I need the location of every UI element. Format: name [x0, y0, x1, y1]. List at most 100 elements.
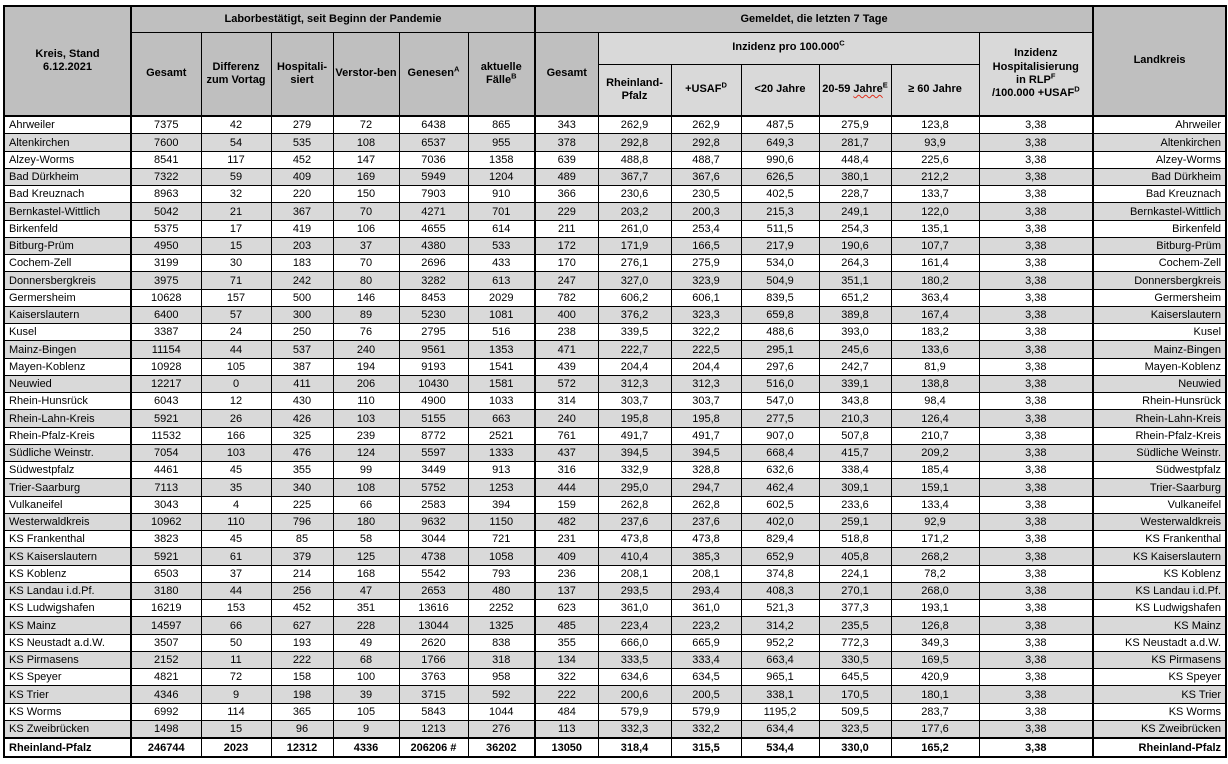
value-cell: 166,5 [670, 236, 742, 256]
value-cell: 3,38 [978, 219, 1095, 238]
kreis-name-cell: Südwestpfalz [3, 461, 132, 480]
landkreis-cell: KS Zweibrücken [1092, 719, 1227, 739]
value-cell: 394,5 [597, 443, 672, 463]
value-cell: 208,1 [670, 564, 742, 583]
value-cell: 7322 [130, 167, 202, 187]
value-cell: 276 [467, 719, 536, 739]
value-cell: 518,8 [818, 530, 892, 549]
column-header-inzidenz-rheinland-pfalz: Rheinland-Pfalz [597, 63, 672, 117]
value-cell: 159,1 [890, 478, 980, 497]
value-cell: 701 [467, 202, 536, 221]
value-cell: 8963 [130, 185, 202, 204]
value-cell: 516 [467, 323, 536, 342]
value-cell: 796 [270, 512, 334, 532]
value-cell: 4271 [398, 202, 469, 221]
value-cell: 572 [534, 374, 599, 394]
value-cell: 66 [200, 616, 272, 635]
value-cell: 134 [534, 650, 599, 670]
value-cell: 92,9 [890, 512, 980, 532]
value-cell: 394,5 [670, 443, 742, 463]
kreis-name-cell: Germersheim [3, 288, 132, 307]
value-cell: 323,5 [818, 719, 892, 739]
value-cell: 3,38 [978, 719, 1095, 739]
value-cell: 315,5 [670, 737, 742, 758]
value-cell: 2152 [130, 650, 202, 670]
group-header-inzidenz-pro-100000: Inzidenz pro 100.000C [597, 31, 980, 65]
value-cell: 283,7 [890, 702, 980, 721]
value-cell: 42 [200, 115, 272, 135]
value-cell: 180,1 [890, 685, 980, 704]
value-cell: 14597 [130, 616, 202, 635]
value-cell: 579,9 [670, 702, 742, 721]
value-cell: 782 [534, 288, 599, 307]
value-cell: 262,9 [670, 115, 742, 135]
footnote-a: A [454, 64, 460, 74]
group-labor-label: Laborbestätigt, seit Beginn der Pandemie [224, 12, 442, 25]
value-cell: 2583 [398, 495, 469, 514]
value-cell: 72 [332, 115, 400, 135]
value-cell: 955 [467, 133, 536, 152]
value-cell: 3,38 [978, 461, 1095, 480]
value-cell: 135,1 [890, 219, 980, 238]
value-cell: 297,6 [740, 357, 820, 376]
value-cell: 170,5 [818, 685, 892, 704]
value-cell: 277,5 [740, 409, 820, 428]
value-cell: 17 [200, 219, 272, 238]
value-cell: 627 [270, 616, 334, 635]
value-cell: 117 [200, 150, 272, 169]
value-cell: 537 [270, 340, 334, 359]
value-cell: 7113 [130, 478, 202, 497]
value-cell: 361,0 [597, 599, 672, 618]
value-cell: 203 [270, 236, 334, 256]
value-cell: 3,38 [978, 564, 1095, 583]
value-cell: 484 [534, 702, 599, 721]
column-header-aktuelle-faelle: aktuelle FälleB [467, 31, 536, 117]
landkreis-cell: Südliche Weinstr. [1092, 443, 1227, 463]
table-row: Südliche Weinstr. 7054 103 476 124 5597 1333 43… [3, 443, 1227, 463]
value-cell: 649,3 [740, 133, 820, 152]
kreis-name-cell: Kaiserslautern [3, 305, 132, 325]
value-cell: 126,4 [890, 409, 980, 428]
value-cell: 233,6 [818, 495, 892, 514]
value-cell: 225,6 [890, 150, 980, 169]
value-cell: 3,38 [978, 495, 1095, 514]
value-cell: 488,8 [597, 150, 672, 169]
landkreis-cell: Bad Dürkheim [1092, 167, 1227, 187]
value-cell: 312,3 [597, 374, 672, 394]
value-cell: 246744 [130, 737, 202, 758]
value-cell: 206206 # [398, 737, 469, 758]
landkreis-cell: Trier-Saarburg [1092, 478, 1227, 497]
total-row: Rheinland-Pfalz 246744 2023 12312 4336 206206… [3, 737, 1227, 758]
table-row: Birkenfeld 5375 17 419 106 4655 614 211 261,0 253… [3, 219, 1227, 238]
value-cell: 177,6 [890, 719, 980, 739]
value-cell: 98,4 [890, 392, 980, 411]
value-cell: 3715 [398, 685, 469, 704]
landkreis-cell: Vulkaneifel [1092, 495, 1227, 514]
value-cell: 78,2 [890, 564, 980, 583]
table-row: Westerwaldkreis 10962 110 796 180 9632 1150 482… [3, 512, 1227, 532]
value-cell: 6503 [130, 564, 202, 583]
value-cell: 169 [332, 167, 400, 187]
value-cell: 632,6 [740, 461, 820, 480]
table-row: KS Trier 4346 9 198 39 3715 592 222 200,6 200,5 33… [3, 685, 1227, 704]
value-cell: 238 [534, 323, 599, 342]
value-cell: 168 [332, 564, 400, 583]
value-cell: 623 [534, 599, 599, 618]
value-cell: 1253 [467, 478, 536, 497]
value-cell: 3507 [130, 633, 202, 652]
value-cell: 3,38 [978, 288, 1095, 307]
value-cell: 2795 [398, 323, 469, 342]
value-cell: 361,0 [670, 599, 742, 618]
value-cell: 229 [534, 202, 599, 221]
value-cell: 106 [332, 219, 400, 238]
value-cell: 54 [200, 133, 272, 152]
value-cell: 652,9 [740, 547, 820, 566]
value-cell: 634,6 [597, 668, 672, 687]
value-cell: 293,4 [670, 581, 742, 601]
value-cell: 761 [534, 426, 599, 445]
value-cell: 108 [332, 133, 400, 152]
value-cell: 2620 [398, 633, 469, 652]
value-cell: 100 [332, 668, 400, 687]
table-row: Neuwied 12217 0 411 206 10430 1581 572 312,3 312,… [3, 374, 1227, 394]
value-cell: 332,9 [597, 461, 672, 480]
